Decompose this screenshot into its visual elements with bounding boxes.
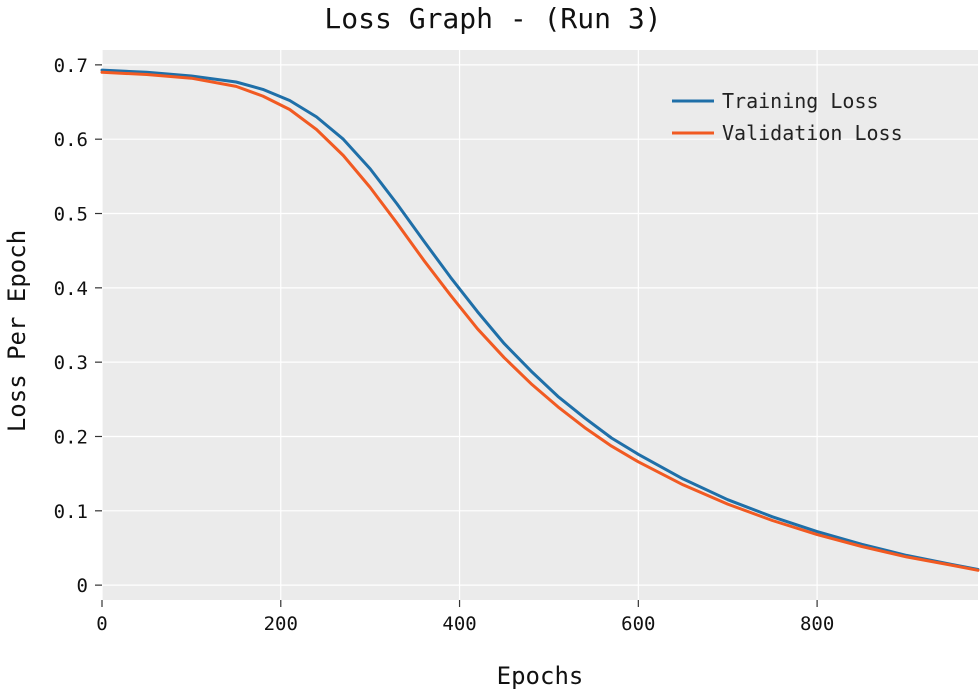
plot-area [102,50,978,600]
x-tick-label: 600 [621,613,655,635]
x-tick-label: 400 [442,613,476,635]
y-tick-label: 0.6 [54,129,88,151]
chart-title: Loss Graph - (Run 3) [324,2,661,35]
x-tick-label: 800 [800,613,834,635]
y-axis-label: Loss Per Epoch [3,230,31,432]
series-line-validation-loss [100,70,980,572]
x-axis-label: Epochs [497,662,584,690]
y-tick-label: 0.7 [54,55,88,77]
y-tick-label: 0.2 [54,426,88,448]
legend-label: Training Loss [722,89,879,113]
legend-label: Validation Loss [722,121,903,145]
series-group [100,68,980,572]
axis-ticks: 0 200 400 600 800 0 0.1 0.2 0.3 0.4 0.5 0.6 0.7 [54,55,835,635]
y-tick-label: 0.1 [54,501,88,523]
y-tick-label: 0.4 [54,278,88,300]
x-tick-label: 200 [264,613,298,635]
grid [101,50,978,600]
series-line-training-loss [100,68,980,571]
x-tick-label: 0 [96,613,107,635]
y-tick-label: 0 [77,575,88,597]
y-tick-label: 0.3 [54,352,88,374]
legend: Training Loss Validation Loss [672,89,903,145]
y-tick-label: 0.5 [54,204,88,226]
